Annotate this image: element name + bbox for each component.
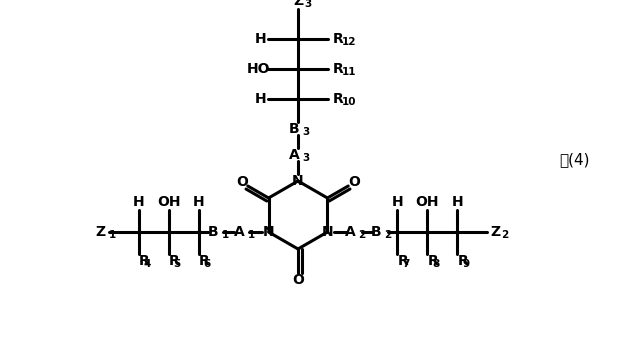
Text: 2: 2 [501, 230, 509, 240]
Text: R: R [333, 62, 344, 76]
Text: Z: Z [293, 0, 303, 8]
Text: R: R [198, 254, 209, 268]
Text: 1: 1 [108, 230, 116, 240]
Text: B: B [289, 122, 299, 136]
Text: 2: 2 [359, 230, 366, 240]
Text: O: O [292, 273, 304, 287]
Text: O: O [236, 175, 248, 189]
Text: R: R [333, 32, 344, 46]
Text: 3: 3 [304, 0, 311, 9]
Text: R: R [138, 254, 150, 268]
Text: 7: 7 [403, 259, 410, 269]
Text: N: N [322, 225, 333, 239]
Text: A: A [345, 225, 356, 239]
Text: H: H [255, 92, 267, 106]
Text: OH: OH [156, 195, 180, 209]
Text: R: R [333, 92, 344, 106]
Text: R: R [458, 254, 468, 268]
Text: HO: HO [246, 62, 270, 76]
Text: 3: 3 [302, 127, 309, 137]
Text: OH: OH [416, 195, 439, 209]
Text: 5: 5 [173, 259, 181, 269]
Text: 1: 1 [222, 230, 229, 240]
Text: 11: 11 [342, 67, 356, 77]
Text: 12: 12 [342, 37, 356, 47]
Text: Z: Z [490, 225, 501, 239]
Text: O: O [348, 175, 360, 189]
Text: H: H [193, 195, 204, 209]
Text: H: H [451, 195, 463, 209]
Text: R: R [428, 254, 438, 268]
Text: A: A [289, 148, 299, 162]
Text: 4: 4 [143, 259, 151, 269]
Text: 10: 10 [342, 97, 356, 107]
Text: R: R [398, 254, 408, 268]
Text: 2: 2 [384, 230, 392, 240]
Text: H: H [133, 195, 145, 209]
Text: N: N [263, 225, 274, 239]
Text: Z: Z [96, 225, 106, 239]
Text: 6: 6 [203, 259, 211, 269]
Text: B: B [371, 225, 382, 239]
Text: A: A [234, 225, 245, 239]
Text: 3: 3 [302, 153, 309, 163]
Text: 1: 1 [247, 230, 255, 240]
Text: H: H [392, 195, 403, 209]
Text: 式(4): 式(4) [560, 152, 590, 168]
Text: N: N [292, 174, 304, 188]
Text: 9: 9 [463, 259, 470, 269]
Text: B: B [208, 225, 219, 239]
Text: H: H [255, 32, 267, 46]
Text: R: R [168, 254, 179, 268]
Text: 8: 8 [433, 259, 439, 269]
